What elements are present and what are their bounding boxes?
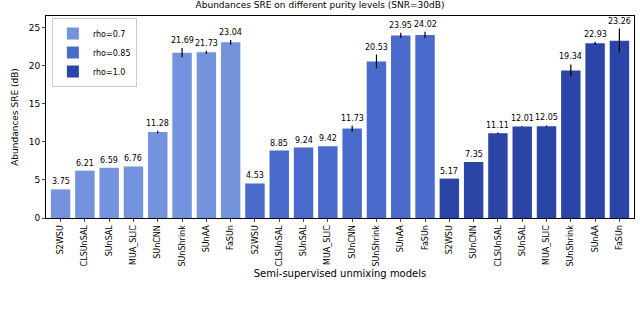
- svg-text:FaSUn: FaSUn: [615, 225, 624, 250]
- svg-text:SUnAA: SUnAA: [591, 225, 600, 253]
- svg-text:CLSUnSAL: CLSUnSAL: [494, 225, 503, 267]
- svg-text:21.73: 21.73: [195, 39, 218, 48]
- svg-text:5: 5: [34, 175, 40, 185]
- svg-text:6.59: 6.59: [100, 156, 118, 165]
- svg-text:12.05: 12.05: [535, 113, 558, 122]
- svg-text:11.28: 11.28: [146, 119, 169, 128]
- svg-text:21.69: 21.69: [171, 36, 194, 45]
- svg-text:CLSUnSAL: CLSUnSAL: [80, 225, 89, 267]
- svg-text:Abundances SRE on different pu: Abundances SRE on different purity level…: [196, 0, 445, 10]
- svg-text:19.34: 19.34: [559, 52, 582, 61]
- svg-text:10: 10: [29, 137, 41, 147]
- svg-text:rho=0.7: rho=0.7: [93, 30, 126, 39]
- svg-text:0: 0: [34, 213, 40, 223]
- svg-text:FaSUn: FaSUn: [421, 225, 430, 250]
- svg-text:7.35: 7.35: [465, 150, 483, 159]
- svg-text:S2WSU: S2WSU: [251, 225, 260, 254]
- svg-text:6.76: 6.76: [124, 154, 142, 163]
- svg-text:SUnShrink: SUnShrink: [178, 225, 187, 267]
- svg-text:3.75: 3.75: [52, 177, 70, 186]
- svg-text:CLSUnSAL: CLSUnSAL: [275, 225, 284, 267]
- svg-text:20.53: 20.53: [365, 43, 388, 52]
- svg-text:S2WSU: S2WSU: [445, 225, 454, 254]
- svg-text:23.04: 23.04: [219, 28, 242, 37]
- svg-text:Abundances SRE (dB): Abundances SRE (dB): [10, 68, 20, 166]
- svg-text:23.95: 23.95: [389, 21, 412, 30]
- svg-text:SUnAA: SUnAA: [396, 225, 405, 253]
- svg-text:MUA_SLIC: MUA_SLIC: [323, 225, 332, 265]
- svg-text:15: 15: [29, 99, 40, 109]
- svg-text:24.02: 24.02: [414, 20, 437, 29]
- svg-text:11.11: 11.11: [486, 121, 509, 130]
- svg-text:5.17: 5.17: [440, 167, 458, 176]
- svg-text:SUnCNN: SUnCNN: [469, 225, 478, 259]
- svg-text:SUnAA: SUnAA: [202, 225, 211, 253]
- svg-text:25: 25: [29, 23, 40, 33]
- svg-text:SUnShrink: SUnShrink: [372, 225, 381, 267]
- svg-text:FaSUn: FaSUn: [226, 225, 235, 250]
- svg-text:4.53: 4.53: [246, 171, 264, 180]
- svg-text:6.21: 6.21: [76, 159, 94, 168]
- svg-text:MUA_SLIC: MUA_SLIC: [129, 225, 138, 265]
- svg-text:Semi-supervised unmixing model: Semi-supervised unmixing models: [254, 268, 426, 279]
- svg-text:MUA_SLIC: MUA_SLIC: [542, 225, 551, 265]
- svg-text:SUnSAL: SUnSAL: [518, 225, 527, 257]
- svg-text:SUnShrink: SUnShrink: [566, 225, 575, 267]
- svg-text:9.42: 9.42: [319, 134, 337, 143]
- svg-text:SUnCNN: SUnCNN: [153, 225, 162, 259]
- svg-text:22.93: 22.93: [584, 30, 607, 39]
- svg-text:9.24: 9.24: [295, 136, 313, 145]
- svg-text:12.01: 12.01: [511, 114, 534, 123]
- svg-text:8.85: 8.85: [270, 139, 288, 148]
- svg-text:SUnCNN: SUnCNN: [348, 225, 357, 259]
- svg-text:rho=0.85: rho=0.85: [93, 49, 131, 58]
- svg-text:20: 20: [29, 61, 41, 71]
- svg-text:SUnSAL: SUnSAL: [105, 225, 114, 257]
- svg-text:11.73: 11.73: [341, 114, 364, 123]
- svg-text:23.26: 23.26: [608, 17, 631, 26]
- svg-text:SUnSAL: SUnSAL: [299, 225, 308, 257]
- svg-text:S2WSU: S2WSU: [56, 225, 65, 254]
- svg-text:rho=1.0: rho=1.0: [93, 68, 126, 77]
